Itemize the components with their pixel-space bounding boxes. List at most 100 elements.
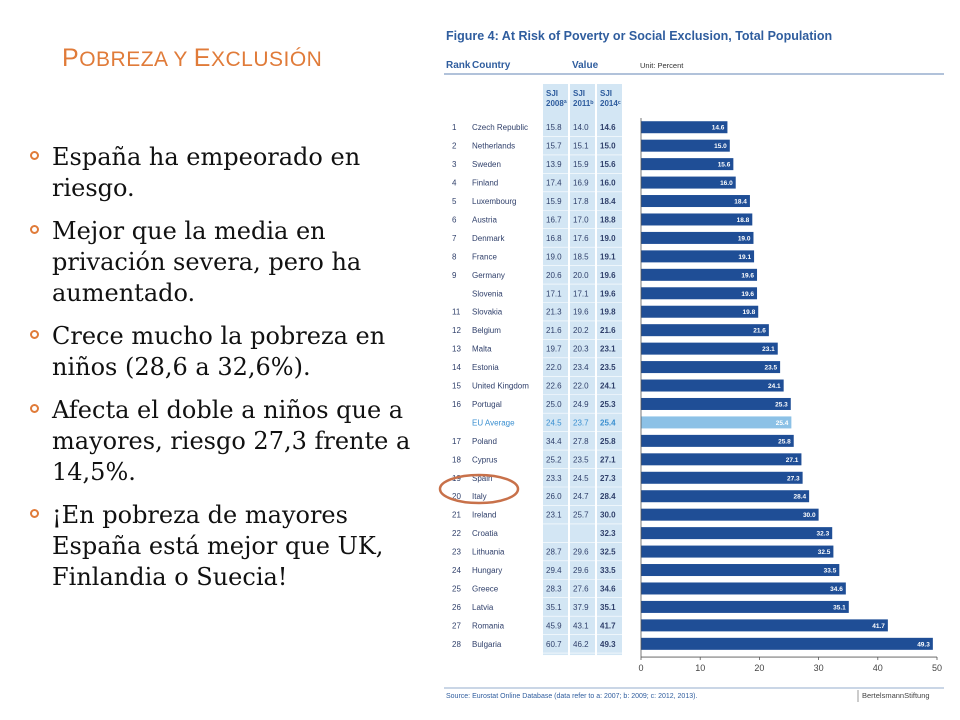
value-cell: 14.0 xyxy=(573,123,589,132)
value-cell: 32.3 xyxy=(600,529,616,538)
bar xyxy=(641,453,802,466)
rank-cell: 27 xyxy=(452,621,461,630)
country-cell: Belgium xyxy=(472,326,501,335)
value-cell: 18.8 xyxy=(600,215,616,224)
bar-label: 23.5 xyxy=(764,365,777,372)
rank-cell: 23 xyxy=(452,548,461,557)
value-cell: 17.4 xyxy=(546,179,562,188)
rank-cell: 13 xyxy=(452,345,461,354)
rank-cell: 11 xyxy=(452,308,461,317)
rank-cell: 5 xyxy=(452,197,457,206)
rank-cell: 6 xyxy=(452,215,457,224)
value-cell: 24.7 xyxy=(573,492,589,501)
bar-label: 19.6 xyxy=(741,291,754,298)
bar-label: 27.1 xyxy=(786,457,799,464)
value-cell: 21.3 xyxy=(546,308,562,317)
column-header: 2008ª xyxy=(546,99,567,108)
value-cell: 16.0 xyxy=(600,179,616,188)
rank-cell: 7 xyxy=(452,234,457,243)
value-cell: 25.3 xyxy=(600,400,616,409)
value-cell: 35.1 xyxy=(546,603,562,612)
value-cell: 25.8 xyxy=(600,437,616,446)
country-cell: Slovenia xyxy=(472,289,503,298)
value-cell: 17.8 xyxy=(573,197,589,206)
unit-label: Unit: Percent xyxy=(640,61,684,70)
value-cell: 27.6 xyxy=(573,584,589,593)
column-header: 2014ᶜ xyxy=(600,99,621,108)
value-cell: 15.7 xyxy=(546,142,562,151)
spain-highlight-circle xyxy=(438,473,520,505)
country-cell: Denmark xyxy=(472,234,505,243)
rank-cell: 19 xyxy=(452,474,461,483)
bar-label: 32.3 xyxy=(817,531,830,538)
value-cell: 25.2 xyxy=(546,455,562,464)
value-cell: 46.2 xyxy=(573,640,589,649)
value-cell: 19.6 xyxy=(573,308,589,317)
value-cell: 43.1 xyxy=(573,621,589,630)
value-cell: 15.9 xyxy=(546,197,562,206)
rank-cell: 16 xyxy=(452,400,461,409)
bar xyxy=(641,231,754,244)
value-cell: 26.0 xyxy=(546,492,562,501)
value-cell: 25.4 xyxy=(600,418,616,427)
bullet-item: España ha empeorado en riesgo. xyxy=(30,142,422,204)
bullet-text: Mejor que la media en privación severa, … xyxy=(52,217,362,307)
value-cell: 20.6 xyxy=(546,271,562,280)
rank-cell: 25 xyxy=(452,584,461,593)
value-cell: 23.3 xyxy=(546,474,562,483)
country-cell: Bulgaria xyxy=(472,640,502,649)
country-cell: Ireland xyxy=(472,511,496,520)
bar xyxy=(641,379,784,392)
bar xyxy=(641,158,734,171)
bullet-item: Afecta el doble a niños que a mayores, r… xyxy=(30,395,422,488)
value-cell: 45.9 xyxy=(546,621,562,630)
bullet-item: Mejor que la media en privación severa, … xyxy=(30,216,422,309)
value-column-shade xyxy=(570,84,595,656)
value-cell: 27.8 xyxy=(573,437,589,446)
value-cell: 23.5 xyxy=(600,363,616,372)
bullet-text: ¡En pobreza de mayores España está mejor… xyxy=(52,501,384,591)
value-cell: 28.7 xyxy=(546,548,562,557)
value-cell: 14.6 xyxy=(600,123,616,132)
bar-label: 19.1 xyxy=(738,254,751,261)
bar xyxy=(641,268,758,281)
bullet-circle-icon xyxy=(30,151,39,160)
value-cell: 41.7 xyxy=(600,621,616,630)
column-header: SJI xyxy=(573,89,585,98)
chart-title: Figure 4: At Risk of Poverty or Social E… xyxy=(446,29,832,43)
bar-label: 25.4 xyxy=(776,420,789,427)
value-cell: 17.0 xyxy=(573,215,589,224)
bar-label: 34.6 xyxy=(830,586,843,593)
bar-label: 25.3 xyxy=(775,401,788,408)
value-cell: 19.0 xyxy=(600,234,616,243)
bar-label: 30.0 xyxy=(803,512,816,519)
bar-label: 19.8 xyxy=(743,309,756,316)
value-cell: 24.5 xyxy=(573,474,589,483)
bar xyxy=(641,582,846,595)
rank-cell: 3 xyxy=(452,160,457,169)
value-cell: 19.0 xyxy=(546,252,562,261)
bar xyxy=(641,121,728,134)
value-cell: 29.6 xyxy=(573,548,589,557)
bar xyxy=(641,176,736,189)
bar xyxy=(641,287,758,300)
value-cell: 23.4 xyxy=(573,363,589,372)
bar-label: 24.1 xyxy=(768,383,781,390)
value-cell: 18.5 xyxy=(573,252,589,261)
value-cell: 24.1 xyxy=(600,382,616,391)
value-cell: 15.6 xyxy=(600,160,616,169)
value-cell: 23.1 xyxy=(546,511,562,520)
column-header: 2011ᵇ xyxy=(573,99,593,108)
bar-label: 19.6 xyxy=(741,272,754,279)
country-cell: Lithuania xyxy=(472,548,505,557)
value-cell: 20.0 xyxy=(573,271,589,280)
rank-cell: 2 xyxy=(452,142,457,151)
value-cell: 28.3 xyxy=(546,584,562,593)
bar xyxy=(641,250,755,263)
publisher-logo: BertelsmannStiftung xyxy=(862,691,930,700)
bar-label: 33.5 xyxy=(824,568,837,575)
rank-cell: 9 xyxy=(452,271,457,280)
bar xyxy=(641,434,794,447)
value-cell: 19.1 xyxy=(600,252,616,261)
